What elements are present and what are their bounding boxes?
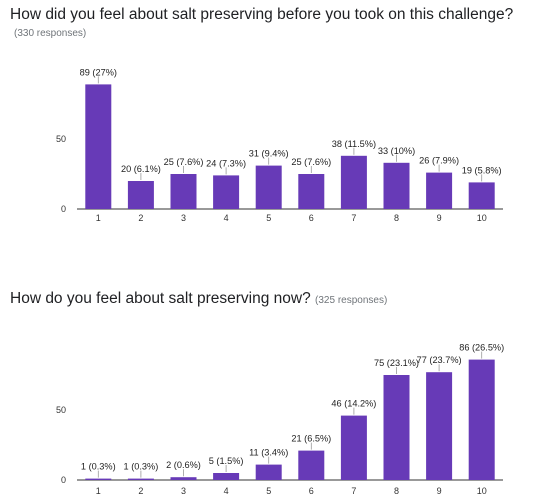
chart2-bar[interactable] [426, 372, 453, 480]
chart1-data-label: 24 (7.3%) [206, 158, 246, 168]
chart1-category-label: 7 [351, 213, 356, 223]
chart2-bar[interactable] [255, 464, 282, 480]
chart2-data-label: 21 (6.5%) [291, 434, 331, 444]
chart1-y-tick-label: 0 [61, 204, 66, 214]
chart2-data-label: 1 (0.3%) [124, 462, 159, 472]
chart1-bar[interactable] [383, 162, 410, 209]
chart1-category-label: 10 [477, 213, 487, 223]
chart1-category-label: 5 [266, 213, 271, 223]
chart1-bar[interactable] [255, 165, 282, 209]
chart2-category-label: 10 [477, 486, 487, 496]
chart2-category-label: 1 [96, 486, 101, 496]
chart1-bar[interactable] [468, 182, 495, 209]
chart2-bar[interactable] [340, 415, 367, 480]
chart1-data-label: 26 (7.9%) [419, 156, 459, 166]
chart2-data-label: 75 (23.1%) [374, 358, 419, 368]
chart2-bar[interactable] [85, 478, 112, 480]
chart2-category-label: 7 [351, 486, 356, 496]
chart2-category-label: 5 [266, 486, 271, 496]
chart2-category-label: 9 [437, 486, 442, 496]
chart1-category-label: 8 [394, 213, 399, 223]
chart1-data-label: 19 (5.8%) [462, 165, 502, 175]
chart1-category-label: 4 [224, 213, 229, 223]
chart2-category-label: 8 [394, 486, 399, 496]
chart1-bar[interactable] [298, 174, 325, 209]
chart2-category-label: 4 [224, 486, 229, 496]
chart1-title: How did you feel about salt preserving b… [10, 6, 514, 23]
chart2-category-label: 6 [309, 486, 314, 496]
chart1-category-label: 6 [309, 213, 314, 223]
chart1-bar[interactable] [426, 172, 453, 209]
chart1-category-label: 3 [181, 213, 186, 223]
chart1-category-label: 9 [437, 213, 442, 223]
chart1-bar[interactable] [127, 181, 154, 209]
chart2-category-label: 2 [138, 486, 143, 496]
chart2-response-count: (325 responses) [315, 295, 388, 306]
chart2-y-tick-label: 0 [61, 475, 66, 485]
chart2-data-label: 46 (14.2%) [331, 399, 376, 409]
chart1-category-label: 1 [96, 213, 101, 223]
chart2-bar[interactable] [468, 359, 495, 480]
chart2-bar[interactable] [383, 375, 410, 480]
chart2-bar[interactable] [213, 473, 240, 480]
chart2-plot: 0 50 1 (0.3%) 1 1 (0.3%) 2 2 (0.6%) 3 5 (1.5%) 4 1… [56, 343, 504, 496]
chart2-data-label: 1 (0.3%) [81, 462, 116, 472]
chart1-data-label: 25 (7.6%) [291, 157, 331, 167]
chart2-data-label: 77 (23.7%) [417, 355, 462, 365]
chart1-bar[interactable] [213, 175, 240, 209]
chart2-bar[interactable] [170, 477, 197, 480]
chart1-data-label: 25 (7.6%) [164, 157, 204, 167]
chart2-title: How do you feel about salt preserving no… [10, 290, 387, 308]
chart2-data-label: 2 (0.6%) [166, 460, 201, 470]
chart2-y-tick-label: 50 [56, 405, 66, 415]
chart2-data-label: 11 (3.4%) [249, 448, 288, 458]
chart2-category-label: 3 [181, 486, 186, 496]
chart1-category-label: 2 [138, 213, 143, 223]
chart1-plot: 0 50 89 (27%) 1 20 (6.1%) 2 25 (7.6%) 3 24 (7.3%… [56, 67, 503, 223]
chart1-y-tick-label: 50 [56, 134, 66, 144]
chart2-data-label: 5 (1.5%) [209, 456, 244, 466]
chart2-bar[interactable] [127, 478, 154, 480]
chart1-bar[interactable] [340, 155, 367, 209]
chart2-bar[interactable] [298, 450, 325, 480]
chart1-data-label: 20 (6.1%) [121, 164, 161, 174]
chart2-title-text: How do you feel about salt preserving no… [10, 290, 311, 307]
chart2-data-label: 86 (26.5%) [459, 343, 504, 353]
chart1-response-count: (330 responses) [14, 28, 87, 39]
chart1-bar[interactable] [85, 84, 112, 209]
chart1-data-label: 89 (27%) [80, 67, 117, 77]
chart1-data-label: 38 (11.5%) [332, 139, 376, 149]
chart1-data-label: 33 (10%) [378, 146, 415, 156]
chart1-data-label: 31 (9.4%) [249, 149, 289, 159]
chart1-bar[interactable] [170, 174, 197, 209]
